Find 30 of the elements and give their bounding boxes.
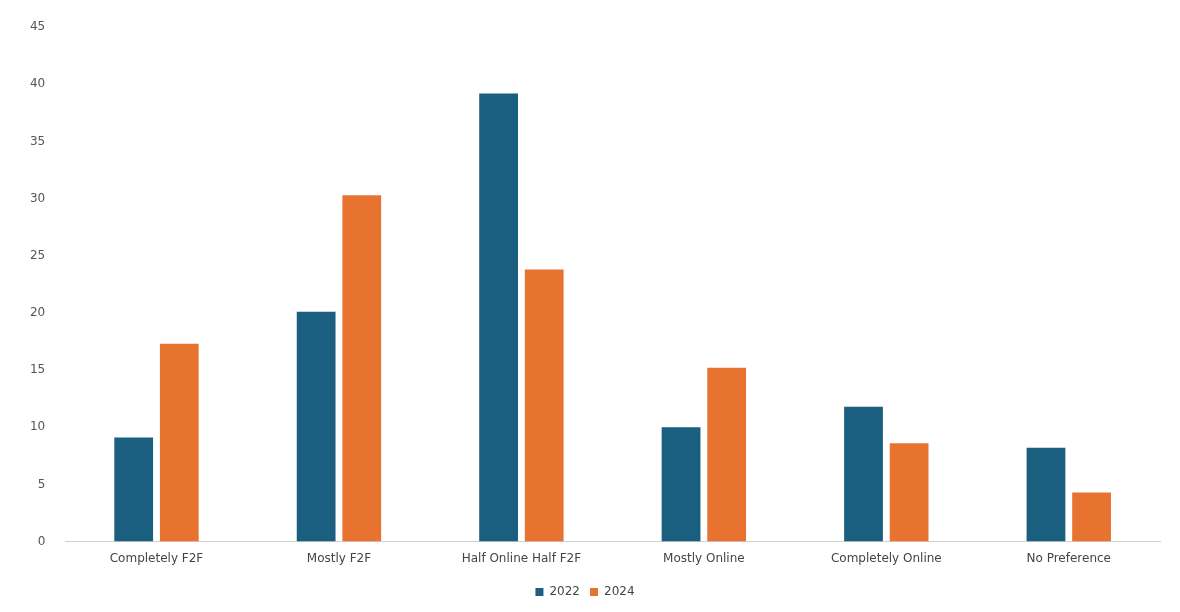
bar	[889, 443, 929, 542]
x-tick-label: Half Online Half F2F	[461, 550, 582, 565]
y-tick-label: 10	[29, 419, 46, 434]
bar	[1072, 492, 1111, 542]
bar	[707, 367, 747, 542]
y-tick-label: 45	[29, 19, 46, 34]
bar	[524, 269, 564, 542]
bar	[661, 427, 701, 542]
x-tick-label: Mostly Online	[663, 550, 745, 565]
bar	[342, 195, 382, 542]
bar	[114, 437, 154, 542]
x-tick-label: Mostly F2F	[306, 550, 372, 565]
legend-label: 2024	[604, 584, 635, 599]
bar	[844, 406, 883, 542]
bar	[296, 311, 336, 542]
bar	[479, 93, 518, 542]
y-tick-label: 40	[29, 76, 46, 91]
x-tick-label: Completely Online	[830, 550, 942, 565]
x-tick-label: No Preference	[1026, 550, 1112, 565]
bar	[1026, 447, 1066, 542]
y-tick-label: 5	[37, 476, 46, 491]
bar	[159, 343, 199, 542]
legend-label: 2022	[549, 584, 581, 599]
y-tick-label: 30	[29, 190, 46, 205]
y-tick-label: 35	[29, 133, 46, 148]
x-tick-label: Completely F2F	[109, 550, 204, 565]
y-tick-label: 20	[29, 305, 46, 320]
y-tick-label: 25	[29, 247, 46, 262]
y-tick-label: 15	[29, 362, 46, 377]
y-tick-label: 0	[37, 533, 46, 548]
